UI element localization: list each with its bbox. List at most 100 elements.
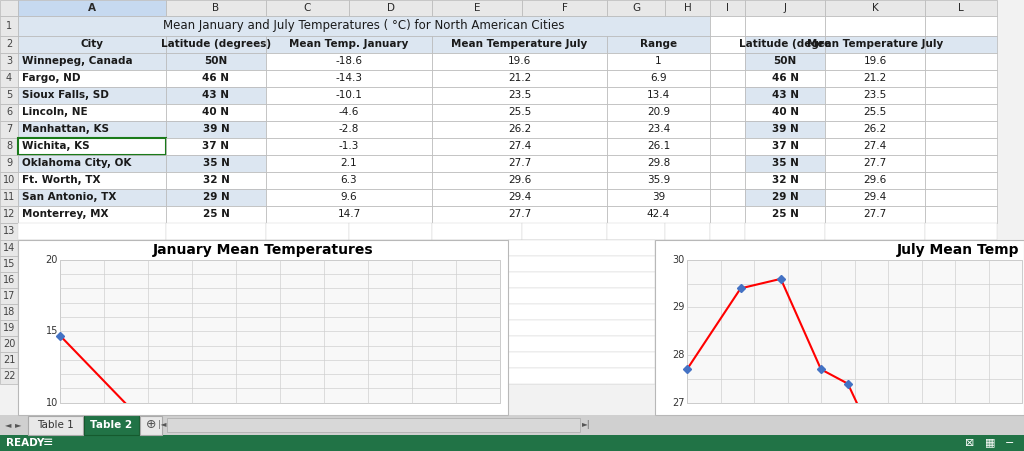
Bar <box>349 0 432 16</box>
Text: -4.6: -4.6 <box>339 107 359 117</box>
Bar <box>18 368 166 384</box>
Text: 43 N: 43 N <box>203 91 229 101</box>
Bar <box>166 206 266 223</box>
Bar <box>665 0 710 16</box>
Bar <box>166 70 266 87</box>
Bar <box>710 352 745 368</box>
Bar <box>0 172 18 189</box>
Bar <box>710 288 745 304</box>
Bar <box>167 418 580 432</box>
Bar <box>432 304 522 320</box>
Text: 29 N: 29 N <box>772 192 799 202</box>
Bar <box>0 304 18 320</box>
Bar <box>607 272 665 288</box>
Bar <box>522 336 607 352</box>
Bar <box>825 172 925 189</box>
Bar <box>710 272 745 288</box>
Bar <box>266 53 432 70</box>
Text: 29.8: 29.8 <box>647 158 670 168</box>
Bar <box>266 138 432 155</box>
Bar <box>266 104 432 121</box>
Text: B: B <box>212 3 219 13</box>
Bar <box>0 288 18 304</box>
Text: 29.4: 29.4 <box>508 192 531 202</box>
Text: 19: 19 <box>3 323 15 333</box>
Bar <box>607 138 710 155</box>
Bar <box>925 0 997 16</box>
Text: 26.2: 26.2 <box>508 124 531 134</box>
Bar <box>745 172 825 189</box>
Text: 9.6: 9.6 <box>341 192 357 202</box>
Bar <box>607 288 665 304</box>
Bar <box>266 336 349 352</box>
Text: 27.4: 27.4 <box>508 142 531 152</box>
Bar <box>349 368 432 384</box>
Bar <box>710 223 745 240</box>
Text: 50N: 50N <box>205 56 227 66</box>
Bar <box>18 240 508 414</box>
Bar <box>18 53 166 70</box>
Bar <box>0 104 18 121</box>
Text: 29.6: 29.6 <box>863 175 887 185</box>
Bar <box>522 368 607 384</box>
Bar <box>522 256 607 272</box>
Bar <box>18 121 166 138</box>
Bar <box>607 121 710 138</box>
Bar <box>607 320 665 336</box>
Bar <box>665 368 710 384</box>
Bar <box>607 240 665 256</box>
Bar <box>825 155 925 172</box>
Bar <box>665 223 710 240</box>
Text: City: City <box>81 40 103 50</box>
Bar <box>710 240 745 256</box>
Bar <box>0 70 18 87</box>
Bar <box>607 189 710 206</box>
Bar <box>925 336 997 352</box>
Bar <box>28 416 83 435</box>
Text: 21: 21 <box>3 355 15 365</box>
Bar <box>607 87 710 104</box>
Bar <box>166 288 266 304</box>
Text: 19.6: 19.6 <box>508 56 531 66</box>
Bar <box>0 189 18 206</box>
Bar <box>349 272 432 288</box>
Bar <box>925 138 997 155</box>
Bar <box>0 16 18 36</box>
Bar <box>745 16 825 36</box>
Bar <box>925 223 997 240</box>
Bar <box>166 87 266 104</box>
Text: 26.2: 26.2 <box>863 124 887 134</box>
Text: D: D <box>386 3 394 13</box>
Bar <box>925 352 997 368</box>
Bar <box>522 240 607 256</box>
Bar <box>18 36 166 53</box>
Bar <box>745 240 825 256</box>
Bar <box>745 36 825 53</box>
Bar <box>925 272 997 288</box>
Bar <box>710 104 745 121</box>
Bar <box>266 240 349 256</box>
Text: 27.7: 27.7 <box>508 158 531 168</box>
Bar <box>432 70 607 87</box>
Bar <box>508 336 655 352</box>
Bar <box>0 36 18 53</box>
Bar <box>432 172 607 189</box>
Text: 27.7: 27.7 <box>863 158 887 168</box>
Bar <box>508 320 655 336</box>
Bar <box>710 0 745 16</box>
Bar <box>166 172 266 189</box>
Bar <box>522 352 607 368</box>
Bar <box>825 223 925 240</box>
Bar <box>710 138 745 155</box>
Bar <box>18 172 166 189</box>
Bar <box>710 36 745 53</box>
Text: 18: 18 <box>3 307 15 317</box>
Bar <box>925 320 997 336</box>
Text: ►|: ►| <box>582 420 590 429</box>
Text: 1: 1 <box>6 21 12 31</box>
Text: 28: 28 <box>673 350 685 360</box>
Text: 27.7: 27.7 <box>508 209 531 219</box>
Text: 25 N: 25 N <box>203 209 229 219</box>
Text: 20.9: 20.9 <box>647 107 670 117</box>
Bar <box>745 53 825 70</box>
